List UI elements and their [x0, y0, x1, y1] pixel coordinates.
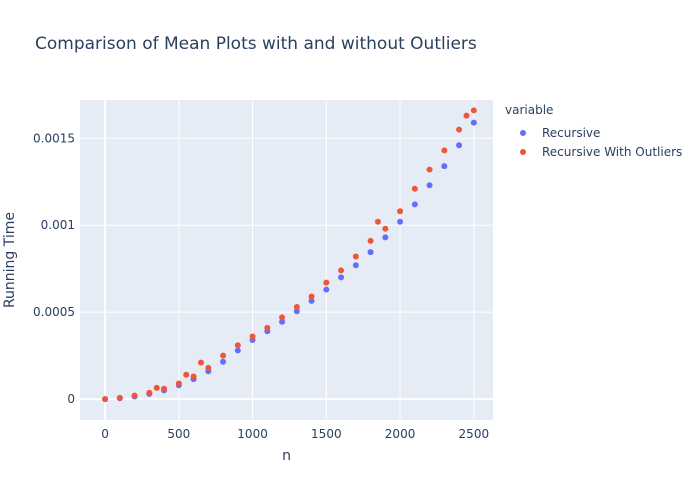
y-axis-title: Running Time: [2, 212, 18, 308]
data-point: [146, 389, 153, 396]
legend-title: variable: [505, 103, 554, 117]
data-point: [102, 396, 109, 403]
y-tick-label: 0.0015: [33, 131, 75, 145]
data-point: [441, 147, 448, 154]
x-axis-title: n: [282, 448, 291, 464]
data-point: [338, 267, 345, 274]
data-point: [352, 262, 359, 269]
legend-label-recursive: Recursive: [542, 125, 601, 140]
data-point: [374, 218, 381, 225]
data-point: [183, 371, 190, 378]
data-point: [116, 394, 123, 401]
data-point: [293, 308, 300, 315]
data-point: [367, 249, 374, 256]
data-point: [279, 314, 286, 321]
data-point: [456, 126, 463, 133]
x-tick-label: 500: [167, 427, 190, 441]
data-point: [308, 297, 315, 304]
legend-item-recursive-with-outliers[interactable]: Recursive With Outliers: [505, 142, 682, 161]
data-point: [234, 347, 241, 354]
data-point: [197, 359, 204, 366]
data-point: [397, 208, 404, 215]
chart-title: Comparison of Mean Plots with and withou…: [35, 34, 477, 54]
data-point: [426, 182, 433, 189]
data-point: [323, 279, 330, 286]
data-point: [131, 392, 138, 399]
data-point: [161, 385, 168, 392]
data-point: [470, 107, 477, 114]
data-point: [175, 380, 182, 387]
x-tick-label: 1500: [311, 427, 342, 441]
data-point: [293, 303, 300, 310]
x-tick-label: 2000: [385, 427, 416, 441]
legend-marker-recursive: [520, 129, 526, 136]
data-point: [338, 274, 345, 281]
y-tick-label: 0: [67, 392, 75, 406]
data-point: [220, 352, 227, 359]
data-point: [264, 324, 271, 331]
x-tick-label: 2500: [459, 427, 490, 441]
x-tick-label: 0: [101, 427, 109, 441]
legend: variable Recursive Recursive With Outlie…: [505, 103, 682, 161]
data-point: [463, 112, 470, 119]
data-point: [470, 119, 477, 126]
data-point: [352, 253, 359, 260]
data-point: [382, 225, 389, 232]
data-point: [279, 318, 286, 325]
data-point: [205, 364, 212, 371]
data-point: [367, 237, 374, 244]
data-point: [153, 384, 160, 391]
data-point: [190, 373, 197, 380]
data-point: [234, 342, 241, 349]
data-point: [308, 293, 315, 300]
data-point: [397, 218, 404, 225]
data-point: [411, 185, 418, 192]
series-recursive-with-outliers: [102, 107, 477, 403]
legend-item-recursive[interactable]: Recursive: [505, 123, 682, 142]
x-tick-label: 1000: [237, 427, 268, 441]
data-point: [249, 333, 256, 340]
legend-marker-recursive-with-outliers: [520, 148, 526, 155]
data-point: [323, 286, 330, 293]
y-tick-label: 0.001: [41, 218, 75, 232]
data-point: [220, 358, 227, 365]
data-point: [441, 163, 448, 170]
y-tick-label: 0.0005: [33, 305, 75, 319]
data-point: [382, 234, 389, 241]
plot-area: [80, 100, 493, 420]
data-point: [426, 166, 433, 173]
legend-label-recursive-with-outliers: Recursive With Outliers: [542, 144, 683, 159]
data-point: [411, 201, 418, 208]
data-point: [456, 142, 463, 149]
